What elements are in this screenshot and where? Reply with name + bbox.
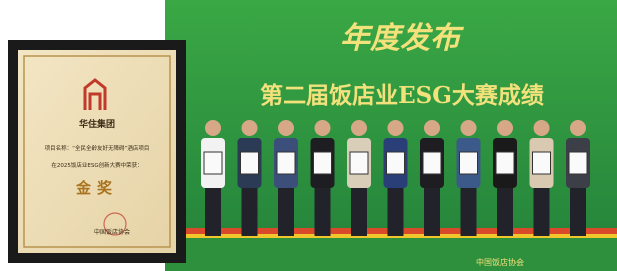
held-certificate (350, 152, 368, 174)
certificate-issuer: 中国饭店协会 (94, 228, 130, 236)
held-certificate (241, 152, 259, 174)
headline: 年度发布 (340, 21, 465, 56)
person-legs (497, 182, 513, 236)
person-legs (242, 182, 258, 236)
held-certificate (569, 152, 587, 174)
person-head (388, 120, 404, 136)
stage-footer: 中国饭店协会 (476, 257, 524, 267)
person-head (242, 120, 258, 136)
person-legs (461, 182, 477, 236)
person-head (205, 120, 221, 136)
person-head (570, 120, 586, 136)
person-legs (388, 182, 404, 236)
held-certificate (496, 152, 514, 174)
person-legs (351, 182, 367, 236)
person-head (351, 120, 367, 136)
person-head (315, 120, 331, 136)
certificate-company: 华住集团 (79, 118, 115, 130)
scene: 年度发布 第二届饭店业ESG大赛成绩 中国饭店协会 华住集团 项目名称：“全民全… (0, 0, 617, 271)
page: 年度发布 第二届饭店业ESG大赛成绩 中国饭店协会 华住集团 项目名称：“全民全… (0, 0, 617, 271)
held-certificate (423, 152, 441, 174)
person-head (497, 120, 513, 136)
person-head (534, 120, 550, 136)
stage-title: 第二届饭店业ESG大赛成绩 (260, 82, 544, 109)
held-certificate (460, 152, 478, 174)
person-legs (315, 182, 331, 236)
certificate-award: 金奖 (75, 179, 118, 197)
held-certificate (533, 152, 551, 174)
certificate-event: 在2025饭店业ESG创新大赛中荣获： (51, 161, 142, 169)
person-head (278, 120, 294, 136)
person-legs (534, 182, 550, 236)
held-certificate (314, 152, 332, 174)
person-legs (424, 182, 440, 236)
stage-floor (165, 238, 617, 271)
person-head (461, 120, 477, 136)
person-head (424, 120, 440, 136)
held-certificate (387, 152, 405, 174)
person-legs (205, 182, 221, 236)
held-certificate (277, 152, 295, 174)
person-legs (570, 182, 586, 236)
certificate-project: 项目名称：“全民全龄友好无障碍”酒店项目 (45, 144, 150, 152)
person-legs (278, 182, 294, 236)
held-certificate (204, 152, 222, 174)
